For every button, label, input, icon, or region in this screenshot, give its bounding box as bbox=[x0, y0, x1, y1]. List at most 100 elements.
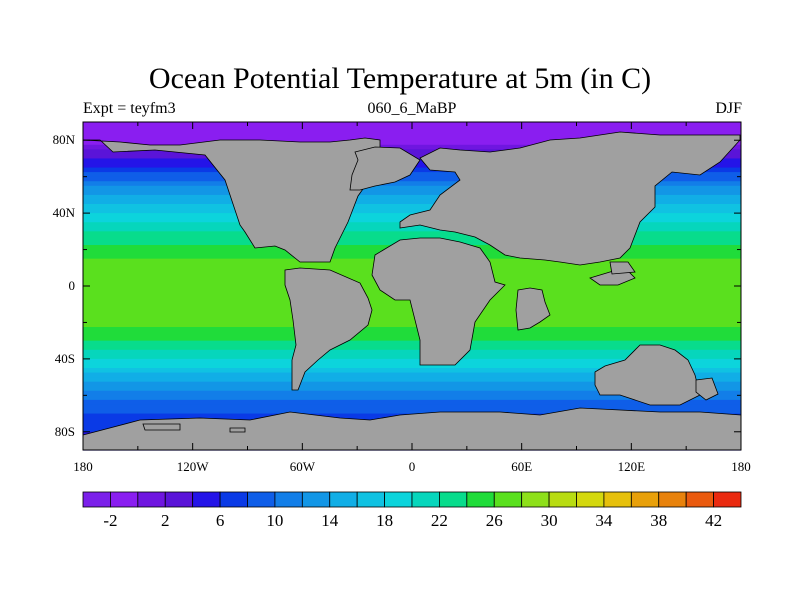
y-tick-label: 40N bbox=[53, 205, 76, 220]
colorbar-label: 42 bbox=[705, 511, 722, 530]
colorbar-label: 30 bbox=[541, 511, 558, 530]
land-mass bbox=[83, 137, 381, 263]
y-tick-label: 80S bbox=[55, 424, 75, 439]
temperature-band bbox=[83, 358, 741, 365]
y-tick-label: 0 bbox=[69, 278, 76, 293]
colorbar-swatch bbox=[576, 491, 605, 508]
temperature-band bbox=[83, 340, 741, 346]
temperature-band bbox=[83, 372, 741, 378]
colorbar-label: 38 bbox=[650, 511, 667, 530]
colorbar-label: 26 bbox=[486, 511, 503, 530]
temperature-band bbox=[83, 194, 741, 201]
experiment-label: Expt = teyfm3 bbox=[83, 100, 176, 117]
y-tick-label: 80N bbox=[53, 132, 76, 147]
colorbar-swatch bbox=[192, 491, 221, 508]
colorbar-swatch bbox=[329, 491, 358, 508]
colorbar-swatch bbox=[658, 491, 687, 508]
temperature-band bbox=[83, 409, 741, 415]
colorbar-swatch bbox=[466, 491, 495, 508]
land-mass bbox=[609, 261, 636, 275]
temperature-band bbox=[83, 172, 741, 178]
chart-title: Ocean Potential Temperature at 5m (in C) bbox=[148, 62, 652, 95]
colorbar-label: 22 bbox=[431, 511, 448, 530]
x-tick-label: 180 bbox=[731, 459, 751, 474]
colorbar-swatch bbox=[521, 491, 550, 508]
temperature-band bbox=[83, 181, 741, 187]
temperature-band bbox=[83, 313, 741, 319]
colorbar-swatch bbox=[411, 491, 440, 508]
colorbar-label: 2 bbox=[161, 511, 170, 530]
colorbar-label: -2 bbox=[103, 511, 117, 530]
land-mass bbox=[83, 407, 741, 450]
colorbar-swatch bbox=[493, 491, 523, 508]
temperature-band bbox=[83, 390, 741, 396]
temperature-band bbox=[83, 231, 741, 237]
x-tick-label: 120W bbox=[177, 459, 210, 474]
land-mass bbox=[515, 287, 551, 331]
temperature-band bbox=[83, 331, 741, 337]
colorbar-label: 18 bbox=[376, 511, 393, 530]
colorbar-label: 14 bbox=[321, 511, 339, 530]
temperature-band bbox=[83, 126, 741, 132]
colorbar-swatch bbox=[219, 491, 248, 508]
x-tick-label: 60W bbox=[290, 459, 316, 474]
season-label: DJF bbox=[715, 100, 742, 117]
colorbar-swatch bbox=[685, 491, 714, 508]
land-mass bbox=[349, 146, 421, 191]
land-mass bbox=[371, 237, 506, 366]
colorbar-label: 10 bbox=[266, 511, 283, 530]
land-mass bbox=[695, 377, 719, 401]
colorbar-swatch bbox=[603, 491, 632, 508]
land-mass bbox=[399, 131, 741, 266]
temperature-band bbox=[83, 327, 741, 333]
temperature-band bbox=[83, 208, 741, 214]
colorbar: -2 2 6 10 14 18 22 26 30 34 38 42 bbox=[82, 491, 742, 530]
x-tick-label: 180 bbox=[73, 459, 93, 474]
temperature-band bbox=[83, 349, 741, 355]
land-mass bbox=[229, 427, 246, 433]
land-mass bbox=[284, 267, 373, 391]
temperature-band bbox=[83, 144, 741, 150]
map-axes: 180 120W 60W 0 60E 120E 180 80N 40N 0 40S 80S bbox=[53, 122, 751, 474]
temperature-band bbox=[83, 185, 741, 191]
colorbar-swatch bbox=[247, 491, 276, 508]
y-tick-label: 40S bbox=[55, 351, 75, 366]
x-tick-label: 60E bbox=[511, 459, 532, 474]
temperature-band bbox=[83, 308, 741, 314]
temperature-band bbox=[83, 135, 741, 141]
x-tick-label: 0 bbox=[409, 459, 416, 474]
temperature-band bbox=[83, 395, 741, 401]
x-tick-label: 120E bbox=[618, 459, 646, 474]
colorbar-swatch bbox=[630, 491, 660, 508]
temperature-band bbox=[83, 399, 741, 406]
colorbar-swatch bbox=[384, 491, 413, 508]
temperature-band bbox=[83, 386, 741, 392]
colorbar-swatch bbox=[82, 491, 111, 508]
colorbar-swatch bbox=[137, 491, 166, 508]
colorbar-swatch bbox=[164, 491, 194, 508]
colorbar-swatch bbox=[301, 491, 331, 508]
period-label: 060_6_MaBP bbox=[367, 100, 457, 117]
colorbar-swatch bbox=[356, 491, 385, 508]
temperature-band bbox=[83, 354, 741, 360]
temperature-band bbox=[83, 176, 741, 182]
temperature-band bbox=[83, 381, 741, 387]
temperature-band bbox=[83, 404, 741, 410]
temperature-band bbox=[83, 190, 741, 196]
temperature-band bbox=[83, 368, 741, 374]
temperature-band bbox=[83, 226, 741, 232]
temperature-band bbox=[83, 199, 741, 205]
temperature-band bbox=[83, 149, 741, 155]
temperature-band bbox=[83, 204, 741, 210]
land-mass bbox=[142, 423, 181, 431]
colorbar-label: 34 bbox=[595, 511, 613, 530]
colorbar-swatch bbox=[548, 491, 577, 508]
temperature-band bbox=[83, 317, 741, 324]
temperature-band bbox=[83, 363, 741, 369]
colorbar-swatch bbox=[713, 491, 742, 508]
temperature-band bbox=[83, 322, 741, 328]
colorbar-swatch bbox=[274, 491, 303, 508]
land-mask bbox=[83, 131, 741, 450]
colorbar-label: 6 bbox=[216, 511, 225, 530]
